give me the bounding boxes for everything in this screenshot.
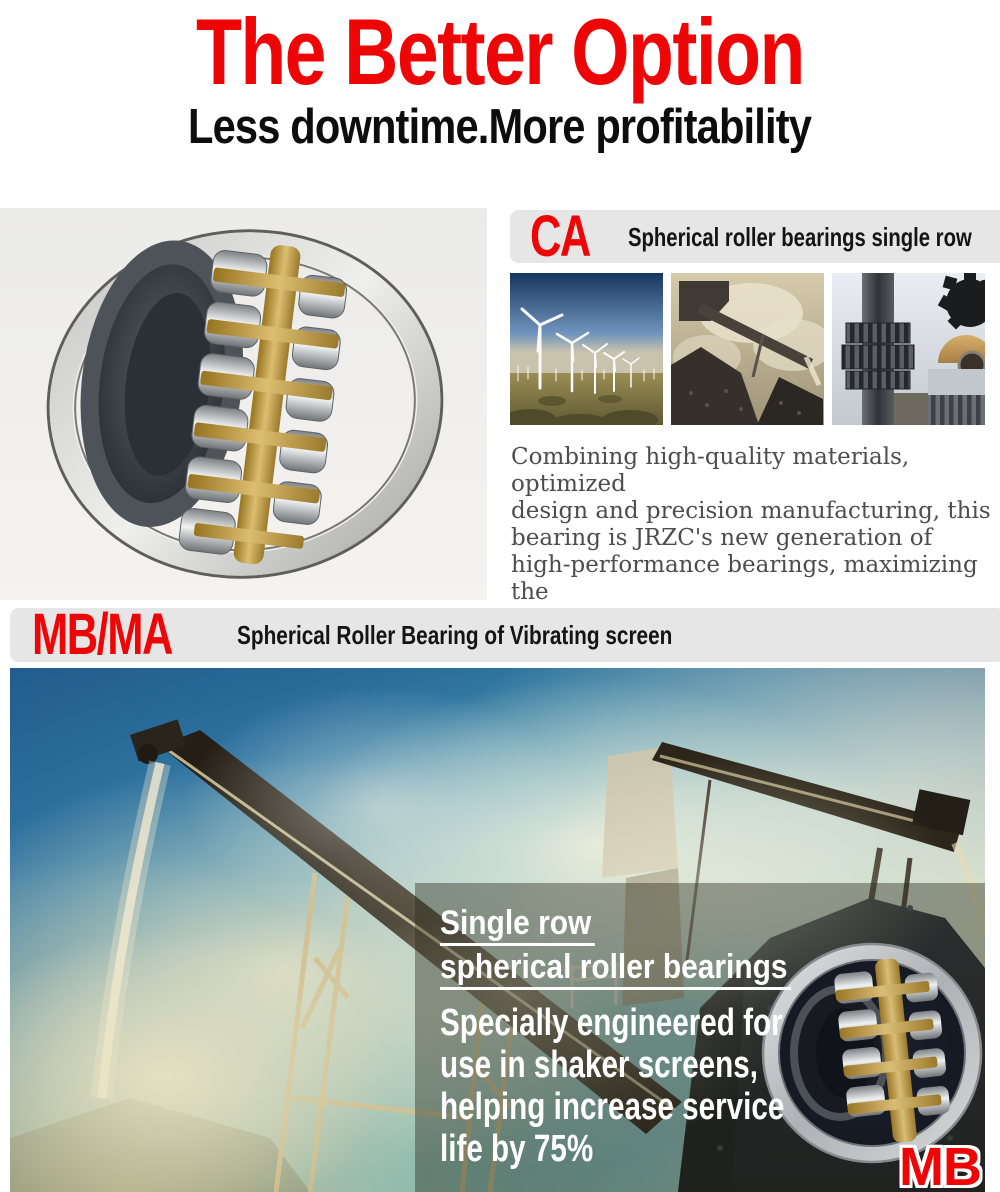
hero-body-text: Specially engineered for use in shaker s… [440,1002,785,1170]
ca-photo-row [510,273,990,425]
hero-title-line2: spherical roller bearings [440,950,792,990]
vibrating-screen-hero-photo: Single row spherical roller bearings Spe… [10,668,985,1192]
mb-bearing-photo [756,937,985,1169]
ca-heading: Spherical roller bearings single row [627,221,972,252]
gears-photo [832,273,985,425]
page-title: The Better Option [0,2,1000,102]
hero-text-block: Single row spherical roller bearings Spe… [440,906,985,1170]
wind-farm-photo [510,273,663,425]
mbma-tag: MB/MA [32,602,173,667]
page-subtitle: Less downtime.More profitability [0,100,1000,154]
page-subtitle-text: Less downtime.More profitability [188,100,812,154]
mb-badge: MB [899,1137,982,1192]
hero-title-line1: Single row [440,906,595,946]
mbma-heading: Spherical Roller Bearing of Vibrating sc… [236,620,672,650]
mbma-section-header: MB/MA Spherical Roller Bearing of Vibrat… [10,602,1000,667]
ca-tag: CA [530,203,591,269]
bearing-illustration [0,208,487,600]
bearing-product-photo [0,208,487,600]
page-title-text: The Better Option [196,0,805,104]
crusher-photo [671,273,824,425]
ca-section-header: CA Spherical roller bearings single row [510,203,1000,269]
